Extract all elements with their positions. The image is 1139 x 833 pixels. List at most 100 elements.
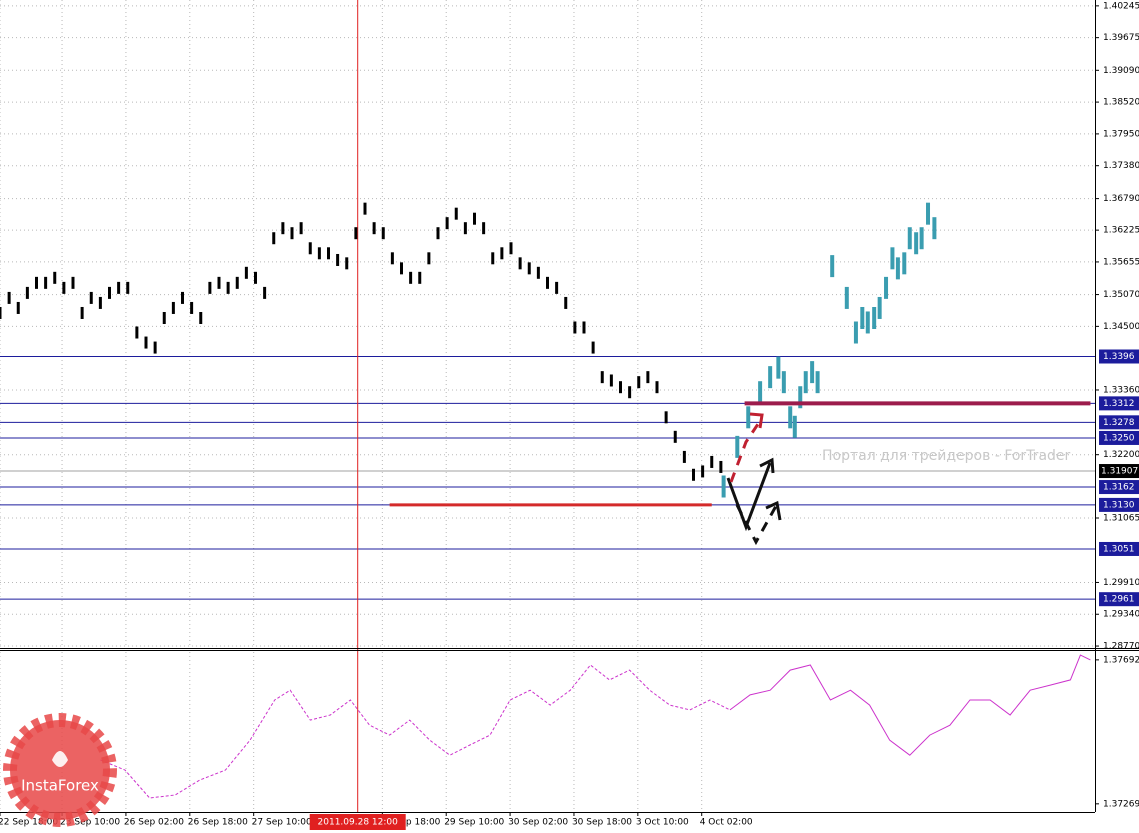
y-tick-label: 1.37950 bbox=[1103, 129, 1139, 139]
price-bar bbox=[53, 271, 57, 284]
price-bar bbox=[162, 312, 166, 325]
price-bar bbox=[117, 281, 121, 294]
price-bar bbox=[609, 374, 613, 387]
forecast-bar bbox=[895, 257, 900, 280]
price-bar bbox=[500, 247, 504, 260]
price-bar bbox=[591, 341, 595, 354]
forecast-bar bbox=[803, 371, 808, 394]
y-tick-label: 1.33360 bbox=[1103, 385, 1139, 395]
level-label: 1.2961 bbox=[1103, 595, 1135, 605]
price-bar bbox=[390, 252, 394, 265]
price-bar bbox=[80, 306, 84, 319]
arrow-path bbox=[729, 417, 764, 483]
current-price-label: 1.31907 bbox=[1101, 467, 1138, 477]
price-bar bbox=[290, 227, 294, 240]
price-bar bbox=[153, 341, 157, 354]
forecast-bar bbox=[884, 276, 889, 299]
level-label: 1.3278 bbox=[1103, 418, 1135, 428]
y-tick-label: 1.36790 bbox=[1103, 194, 1139, 204]
price-bar bbox=[436, 227, 440, 240]
price-bar bbox=[546, 276, 549, 289]
price-bar bbox=[299, 222, 303, 235]
price-bar bbox=[701, 465, 705, 478]
price-bar bbox=[25, 286, 29, 299]
price-bar bbox=[564, 296, 568, 309]
level-label-box bbox=[1099, 415, 1139, 430]
price-bar bbox=[555, 281, 559, 294]
forecast-bar bbox=[768, 366, 773, 389]
forecast-bar bbox=[853, 321, 858, 344]
price-bar bbox=[7, 291, 11, 304]
level-label: 1.3162 bbox=[1103, 483, 1135, 493]
arrow-head bbox=[749, 412, 764, 429]
price-bar bbox=[16, 301, 20, 314]
x-tick-label: 26 Sep 18:00 bbox=[188, 818, 248, 828]
x-tick-label: 30 Sep 18:00 bbox=[572, 818, 632, 828]
price-bar bbox=[98, 296, 102, 309]
price-bar bbox=[719, 460, 723, 473]
price-bar bbox=[646, 371, 650, 384]
y-tick-label: 1.37380 bbox=[1103, 161, 1139, 171]
price-bar bbox=[226, 281, 230, 294]
current-price-box bbox=[1099, 464, 1139, 479]
price-bar bbox=[582, 321, 586, 334]
level-label: 1.3312 bbox=[1103, 399, 1135, 409]
price-bar bbox=[44, 276, 48, 289]
forecast-bar bbox=[788, 406, 793, 429]
y-tick-label: 1.39090 bbox=[1103, 66, 1139, 76]
price-bar bbox=[710, 455, 714, 468]
price-bar bbox=[263, 286, 267, 299]
price-bar bbox=[254, 271, 257, 284]
crosshair-label: 2011.09.28 12:00 bbox=[318, 818, 399, 828]
forecast-bar bbox=[932, 217, 937, 240]
price-bar bbox=[692, 468, 695, 481]
y-tick-label: 1.37269 bbox=[1103, 799, 1139, 809]
price-bar bbox=[327, 247, 330, 260]
forecast-bar bbox=[844, 286, 849, 309]
level-label-box bbox=[1099, 430, 1139, 445]
y-tick-label: 1.36225 bbox=[1103, 226, 1139, 236]
y-tick-label: 1.32200 bbox=[1103, 450, 1139, 460]
price-bar bbox=[445, 217, 449, 230]
price-bar bbox=[664, 411, 668, 424]
y-tick-label: 1.38520 bbox=[1103, 98, 1139, 108]
x-tick-label: 3 Oct 10:00 bbox=[636, 818, 689, 828]
forecast-bar bbox=[746, 406, 751, 429]
y-tick-label: 1.31065 bbox=[1103, 514, 1139, 524]
price-bar bbox=[536, 266, 540, 279]
x-tick-label: 30 Sep 02:00 bbox=[508, 818, 568, 828]
y-tick-label: 1.39675 bbox=[1103, 33, 1139, 43]
price-bar bbox=[409, 271, 413, 284]
forecast-bar bbox=[914, 232, 919, 255]
price-bar bbox=[372, 222, 376, 235]
price-bar bbox=[381, 227, 385, 240]
y-tick-label: 1.29910 bbox=[1103, 578, 1139, 588]
forecast-bar bbox=[735, 435, 740, 458]
price-bar bbox=[0, 306, 2, 319]
forecast-bar bbox=[860, 307, 865, 330]
arrow-head bbox=[765, 500, 782, 521]
price-bar bbox=[628, 386, 632, 399]
y-tick-label: 1.35070 bbox=[1103, 290, 1139, 300]
forecast-bar bbox=[877, 296, 882, 319]
price-bar bbox=[527, 262, 531, 275]
price-bar bbox=[126, 281, 130, 294]
forecast-bar bbox=[776, 356, 781, 379]
price-bar bbox=[272, 232, 276, 245]
forecast-bar bbox=[919, 227, 924, 250]
forecast-bar bbox=[798, 386, 803, 409]
price-bar bbox=[89, 291, 93, 304]
price-bar bbox=[135, 326, 139, 339]
price-bar bbox=[682, 450, 686, 463]
price-bar bbox=[217, 276, 221, 289]
price-bar bbox=[108, 286, 111, 299]
price-bar bbox=[363, 202, 367, 215]
level-label: 1.3396 bbox=[1103, 352, 1135, 362]
x-tick-label: 29 Sep 10:00 bbox=[444, 818, 504, 828]
logo-icon bbox=[52, 751, 68, 767]
price-bar bbox=[336, 253, 340, 266]
level-label: 1.3051 bbox=[1103, 544, 1135, 554]
